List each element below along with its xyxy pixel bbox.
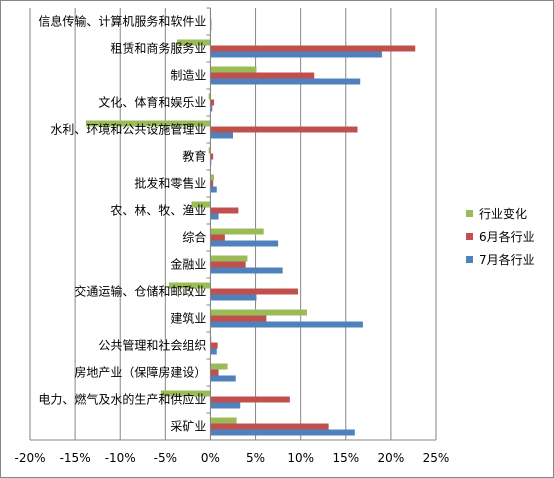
category-label: 公共管理和社会组织 bbox=[98, 338, 206, 353]
bar-change bbox=[210, 255, 248, 262]
bar-june bbox=[210, 288, 298, 295]
bar-change bbox=[210, 417, 237, 424]
x-tick-label: -20% bbox=[14, 451, 45, 465]
bar-july bbox=[210, 321, 363, 328]
bar-change bbox=[85, 120, 211, 127]
x-tick-label: 20% bbox=[378, 451, 405, 465]
legend-swatch bbox=[466, 256, 473, 263]
category-label: 文化、体育和娱乐业 bbox=[98, 95, 206, 110]
category-label: 教育 bbox=[182, 149, 206, 164]
category-label: 信息传输、计算机服务和软件业 bbox=[38, 14, 206, 29]
bar-july bbox=[210, 213, 219, 220]
bar-change bbox=[160, 390, 211, 397]
bar-july bbox=[210, 429, 355, 436]
bar-change bbox=[177, 39, 211, 46]
bar-july bbox=[210, 105, 213, 112]
category-label: 水利、环境和公共设施管理业 bbox=[50, 122, 206, 137]
x-tick-label: 10% bbox=[287, 451, 314, 465]
bar-july bbox=[210, 267, 283, 274]
legend-swatch bbox=[466, 233, 473, 240]
x-tick-label: -10% bbox=[105, 451, 136, 465]
bar-june bbox=[210, 153, 214, 160]
category-label: 农、林、牧、渔业 bbox=[110, 204, 206, 218]
bar-change bbox=[210, 66, 257, 73]
bar-june bbox=[210, 126, 358, 133]
bar-july bbox=[210, 186, 217, 193]
bar-june bbox=[210, 45, 416, 52]
bar-june bbox=[210, 369, 219, 376]
category-label: 交通运输、仓储和邮政业 bbox=[74, 284, 206, 299]
bar-change bbox=[210, 228, 264, 235]
legend: 行业变化 6月各行业 7月各行业 bbox=[466, 206, 535, 267]
bar-change bbox=[208, 147, 211, 154]
bar-change bbox=[191, 201, 211, 208]
bar-june bbox=[210, 342, 218, 349]
bar-july bbox=[210, 51, 382, 58]
bar-june bbox=[210, 72, 315, 79]
category-label: 电力、燃气及水的生产和供应业 bbox=[38, 392, 206, 407]
category-label: 建筑业 bbox=[170, 311, 206, 326]
category-label: 综合 bbox=[182, 230, 206, 245]
bars bbox=[85, 18, 416, 436]
bar-june bbox=[210, 396, 290, 403]
bar-change bbox=[210, 174, 215, 181]
category-label: 批发和零售业 bbox=[134, 176, 206, 191]
bar-june bbox=[210, 261, 246, 268]
axes bbox=[30, 7, 436, 441]
legend-label: 6月各行业 bbox=[479, 229, 535, 244]
bar-june bbox=[210, 99, 215, 106]
bar-july bbox=[210, 348, 217, 355]
x-tick-label: 15% bbox=[332, 451, 359, 465]
bar-july bbox=[210, 402, 241, 409]
bar-july bbox=[210, 78, 361, 85]
bar-july bbox=[210, 132, 233, 139]
legend-label: 行业变化 bbox=[479, 206, 527, 221]
category-label: 房地产业（保障房建设） bbox=[74, 365, 206, 380]
legend-label: 7月各行业 bbox=[479, 252, 535, 267]
category-label: 采矿业 bbox=[170, 420, 206, 434]
x-tick-label: 25% bbox=[423, 451, 450, 465]
bar-june bbox=[210, 315, 267, 322]
bar-change bbox=[210, 309, 307, 316]
gridlines bbox=[29, 8, 437, 440]
category-label: 租赁和商务服务业 bbox=[110, 41, 206, 56]
bar-june bbox=[210, 234, 225, 241]
bar-july bbox=[210, 294, 257, 301]
x-tick-labels: -20% -15% -10% -5% 0% 5% 10% 15% 20% 25% bbox=[14, 451, 449, 465]
bar-change bbox=[208, 93, 211, 100]
category-label: 制造业 bbox=[170, 69, 206, 83]
bar-change bbox=[168, 282, 211, 289]
x-tick-label: 5% bbox=[246, 451, 265, 465]
bar-june bbox=[210, 423, 329, 430]
bar-july bbox=[210, 375, 236, 382]
legend-swatch bbox=[466, 210, 473, 217]
bar-change bbox=[210, 363, 228, 370]
bar-july bbox=[210, 240, 279, 247]
x-tick-label: -15% bbox=[60, 451, 91, 465]
x-tick-label: -5% bbox=[154, 451, 177, 465]
category-labels: 信息传输、计算机服务和软件业租赁和商务服务业制造业文化、体育和娱乐业水利、环境和… bbox=[38, 14, 206, 434]
bar-june bbox=[210, 180, 214, 187]
x-tick-label: 0% bbox=[201, 451, 220, 465]
bar-june bbox=[210, 207, 239, 214]
category-label: 金融业 bbox=[170, 257, 206, 272]
